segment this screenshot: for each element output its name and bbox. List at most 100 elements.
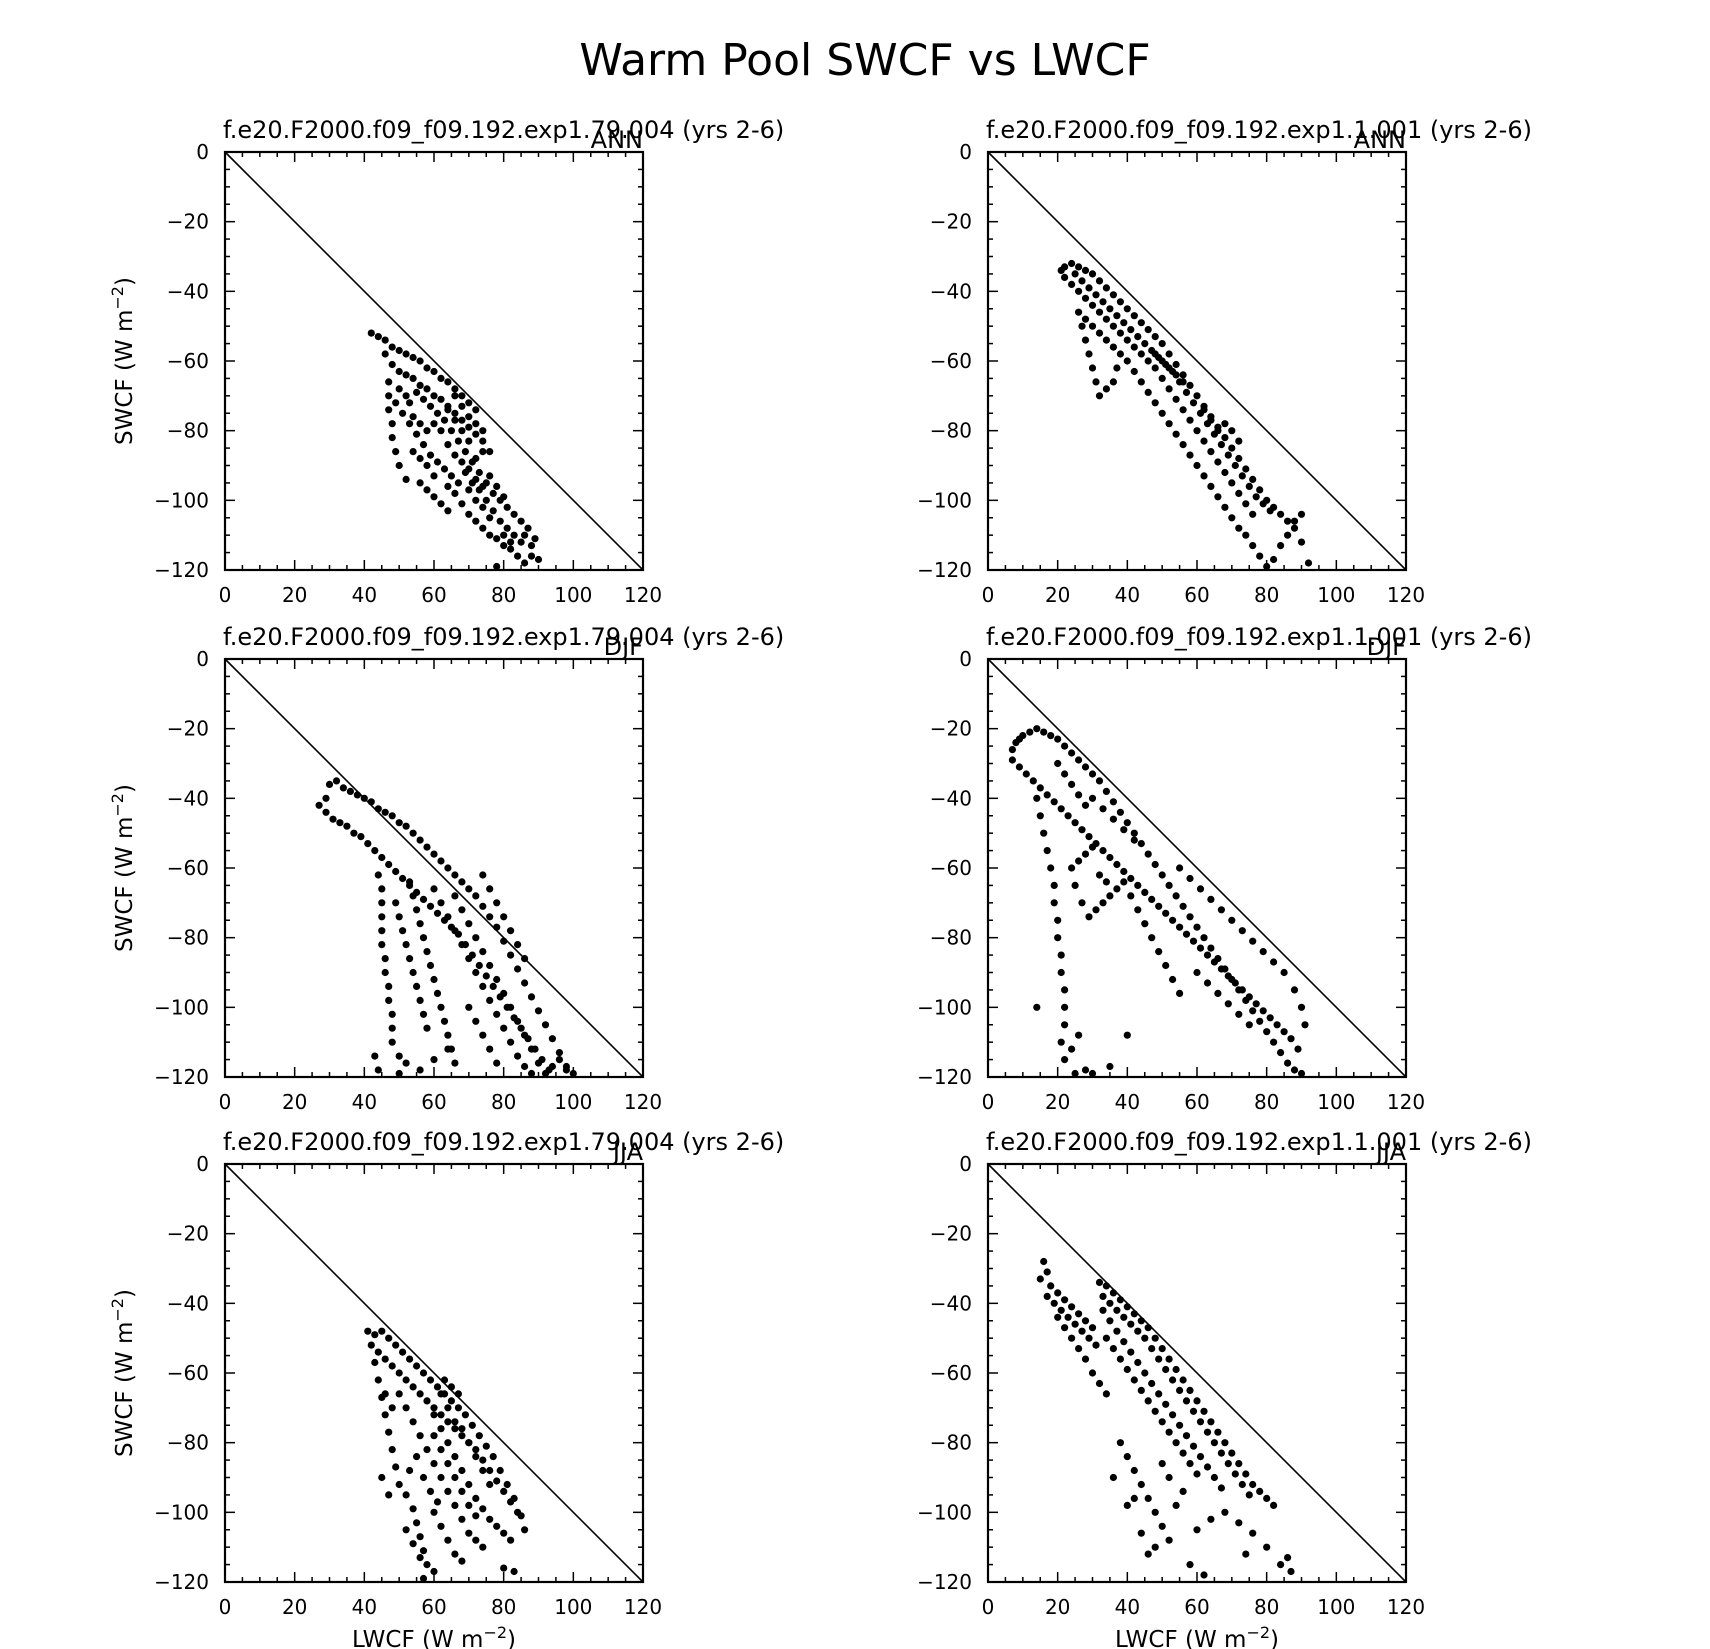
data-point	[1165, 1536, 1173, 1544]
data-point	[479, 437, 487, 445]
data-point	[1162, 909, 1170, 917]
data-point	[451, 409, 459, 417]
data-point	[430, 493, 438, 501]
data-point	[493, 562, 501, 571]
data-point	[402, 1376, 410, 1384]
data-point	[433, 1498, 442, 1506]
data-point	[1061, 1003, 1069, 1011]
data-point	[444, 1460, 452, 1468]
data-point	[527, 542, 536, 550]
data-point	[440, 416, 449, 424]
data-point	[472, 475, 480, 483]
data-point	[388, 1010, 396, 1018]
data-point	[416, 420, 424, 428]
data-point	[1123, 1453, 1131, 1461]
data-point	[1134, 881, 1142, 890]
data-point	[507, 951, 515, 959]
data-point	[433, 909, 442, 917]
data-point	[1019, 732, 1027, 740]
data-point	[1113, 1327, 1121, 1335]
data-point	[1085, 833, 1093, 841]
data-point	[1263, 1543, 1271, 1551]
data-point	[451, 416, 459, 424]
data-point	[1172, 1439, 1180, 1447]
data-point	[430, 1056, 438, 1064]
data-point	[1099, 847, 1107, 855]
data-point	[1043, 847, 1051, 855]
data-point	[413, 982, 421, 991]
data-point	[1270, 958, 1278, 966]
data-point	[1182, 1397, 1191, 1405]
data-point	[451, 385, 459, 393]
data-point	[1134, 1327, 1142, 1335]
data-point	[1095, 1278, 1104, 1286]
y-tick-label: −120	[154, 558, 209, 582]
y-tick-label: −20	[930, 210, 972, 234]
data-point	[465, 437, 473, 445]
data-point	[419, 1574, 428, 1583]
data-point	[486, 996, 494, 1005]
data-point	[1137, 378, 1145, 386]
data-point	[1057, 1038, 1065, 1046]
data-point	[1120, 867, 1128, 876]
data-point	[1151, 1543, 1159, 1551]
data-point	[472, 1494, 480, 1502]
data-point	[444, 441, 452, 449]
data-point	[1106, 892, 1114, 900]
data-point	[1179, 1487, 1187, 1495]
data-point	[413, 1453, 421, 1461]
data-point	[409, 1418, 417, 1426]
data-point	[1172, 1365, 1180, 1374]
data-point	[388, 1362, 396, 1370]
data-point	[378, 1327, 386, 1335]
data-point	[1057, 1306, 1065, 1314]
data-point	[1182, 930, 1191, 938]
data-point	[1165, 1355, 1173, 1363]
data-point	[385, 982, 393, 991]
data-point	[1221, 1439, 1229, 1447]
data-point	[562, 1066, 571, 1074]
x-tick-label: 100	[1317, 1595, 1355, 1619]
data-point	[1127, 1320, 1135, 1328]
data-point	[416, 1390, 424, 1398]
data-point	[1193, 1397, 1201, 1405]
data-point	[1075, 263, 1083, 271]
data-point	[1217, 965, 1225, 973]
data-point	[437, 1425, 445, 1433]
data-point	[423, 385, 431, 393]
x-tick-label: 120	[624, 1595, 662, 1619]
data-point	[1238, 472, 1246, 480]
data-point	[548, 1062, 557, 1071]
data-point	[402, 371, 410, 379]
data-point	[1280, 968, 1288, 977]
data-point	[1242, 465, 1250, 473]
data-point	[1162, 1365, 1170, 1374]
data-point	[1088, 794, 1097, 802]
y-tick-label: 0	[196, 140, 209, 164]
data-point	[1137, 1529, 1145, 1537]
data-point	[378, 885, 386, 893]
y-tick-label: −20	[167, 1222, 209, 1246]
data-point	[1249, 542, 1257, 550]
data-point	[1172, 430, 1180, 438]
data-point	[1214, 427, 1222, 435]
axis-ticks	[987, 1163, 1407, 1583]
data-point	[413, 430, 421, 438]
data-point	[1068, 864, 1076, 872]
data-point	[1085, 350, 1093, 358]
data-point	[426, 902, 435, 910]
data-point	[521, 1031, 529, 1039]
data-point	[1106, 305, 1114, 313]
x-tick-label: 20	[1045, 1090, 1070, 1114]
data-point	[1137, 319, 1145, 327]
x-tick-label: 40	[352, 1595, 377, 1619]
data-point	[514, 965, 522, 973]
x-tick-label: 80	[1254, 1090, 1279, 1114]
data-point	[371, 1331, 379, 1339]
data-point	[500, 1487, 508, 1495]
data-point	[479, 448, 487, 456]
data-point	[1081, 1317, 1090, 1325]
data-point	[444, 378, 452, 386]
data-point	[1249, 937, 1257, 945]
data-point	[1106, 1299, 1114, 1307]
